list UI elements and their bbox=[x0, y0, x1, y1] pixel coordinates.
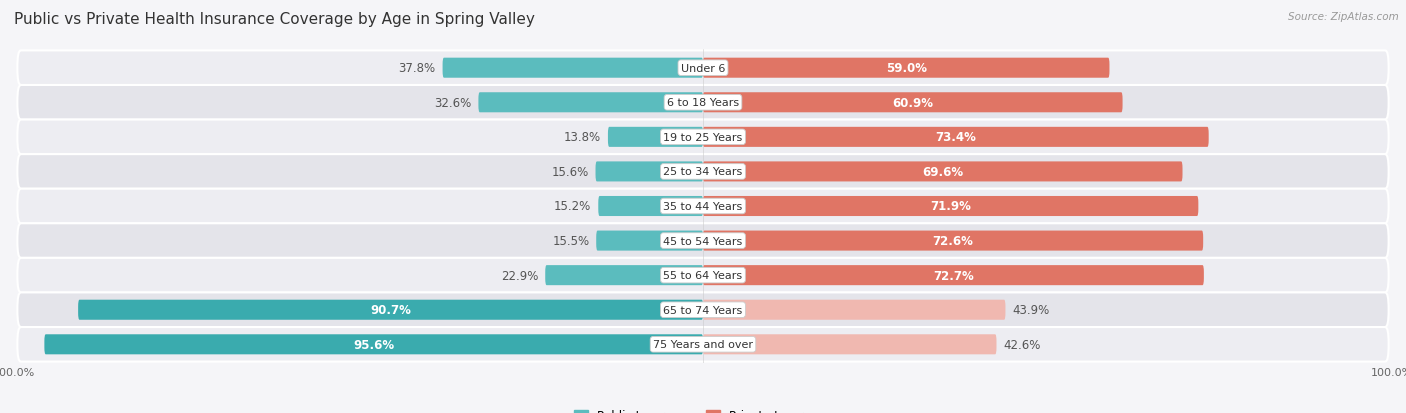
Text: 6 to 18 Years: 6 to 18 Years bbox=[666, 98, 740, 108]
Text: 95.6%: 95.6% bbox=[353, 338, 394, 351]
FancyBboxPatch shape bbox=[443, 59, 703, 78]
FancyBboxPatch shape bbox=[703, 300, 1005, 320]
FancyBboxPatch shape bbox=[703, 266, 1204, 285]
FancyBboxPatch shape bbox=[478, 93, 703, 113]
Text: 59.0%: 59.0% bbox=[886, 62, 927, 75]
Text: 22.9%: 22.9% bbox=[501, 269, 538, 282]
FancyBboxPatch shape bbox=[17, 51, 1389, 86]
Text: 15.6%: 15.6% bbox=[551, 166, 589, 178]
Text: 69.6%: 69.6% bbox=[922, 166, 963, 178]
Text: 15.5%: 15.5% bbox=[553, 235, 589, 247]
Legend: Public Insurance, Private Insurance: Public Insurance, Private Insurance bbox=[569, 404, 837, 413]
FancyBboxPatch shape bbox=[703, 93, 1122, 113]
FancyBboxPatch shape bbox=[596, 231, 703, 251]
Text: 72.6%: 72.6% bbox=[932, 235, 973, 247]
FancyBboxPatch shape bbox=[17, 86, 1389, 120]
Text: Source: ZipAtlas.com: Source: ZipAtlas.com bbox=[1288, 12, 1399, 22]
Text: 19 to 25 Years: 19 to 25 Years bbox=[664, 133, 742, 142]
FancyBboxPatch shape bbox=[703, 128, 1209, 147]
Text: Public vs Private Health Insurance Coverage by Age in Spring Valley: Public vs Private Health Insurance Cover… bbox=[14, 12, 534, 27]
Text: 32.6%: 32.6% bbox=[434, 97, 471, 109]
FancyBboxPatch shape bbox=[79, 300, 703, 320]
Text: 45 to 54 Years: 45 to 54 Years bbox=[664, 236, 742, 246]
Text: 43.9%: 43.9% bbox=[1012, 304, 1050, 316]
Text: 25 to 34 Years: 25 to 34 Years bbox=[664, 167, 742, 177]
Text: 60.9%: 60.9% bbox=[893, 97, 934, 109]
FancyBboxPatch shape bbox=[17, 327, 1389, 362]
FancyBboxPatch shape bbox=[17, 155, 1389, 189]
FancyBboxPatch shape bbox=[703, 59, 1109, 78]
FancyBboxPatch shape bbox=[703, 197, 1198, 216]
FancyBboxPatch shape bbox=[703, 335, 997, 354]
FancyBboxPatch shape bbox=[17, 258, 1389, 293]
Text: 15.2%: 15.2% bbox=[554, 200, 592, 213]
FancyBboxPatch shape bbox=[596, 162, 703, 182]
FancyBboxPatch shape bbox=[703, 231, 1204, 251]
Text: 35 to 44 Years: 35 to 44 Years bbox=[664, 202, 742, 211]
FancyBboxPatch shape bbox=[607, 128, 703, 147]
FancyBboxPatch shape bbox=[17, 189, 1389, 224]
FancyBboxPatch shape bbox=[45, 335, 703, 354]
FancyBboxPatch shape bbox=[703, 162, 1182, 182]
Text: 72.7%: 72.7% bbox=[934, 269, 974, 282]
Text: 75 Years and over: 75 Years and over bbox=[652, 339, 754, 349]
Text: 65 to 74 Years: 65 to 74 Years bbox=[664, 305, 742, 315]
Text: 90.7%: 90.7% bbox=[370, 304, 411, 316]
FancyBboxPatch shape bbox=[17, 224, 1389, 258]
Text: 37.8%: 37.8% bbox=[398, 62, 436, 75]
Text: 71.9%: 71.9% bbox=[931, 200, 972, 213]
Text: Under 6: Under 6 bbox=[681, 64, 725, 74]
Text: 73.4%: 73.4% bbox=[935, 131, 976, 144]
FancyBboxPatch shape bbox=[546, 266, 703, 285]
FancyBboxPatch shape bbox=[17, 120, 1389, 155]
Text: 42.6%: 42.6% bbox=[1004, 338, 1040, 351]
FancyBboxPatch shape bbox=[599, 197, 703, 216]
Text: 55 to 64 Years: 55 to 64 Years bbox=[664, 271, 742, 280]
Text: 13.8%: 13.8% bbox=[564, 131, 600, 144]
FancyBboxPatch shape bbox=[17, 293, 1389, 327]
